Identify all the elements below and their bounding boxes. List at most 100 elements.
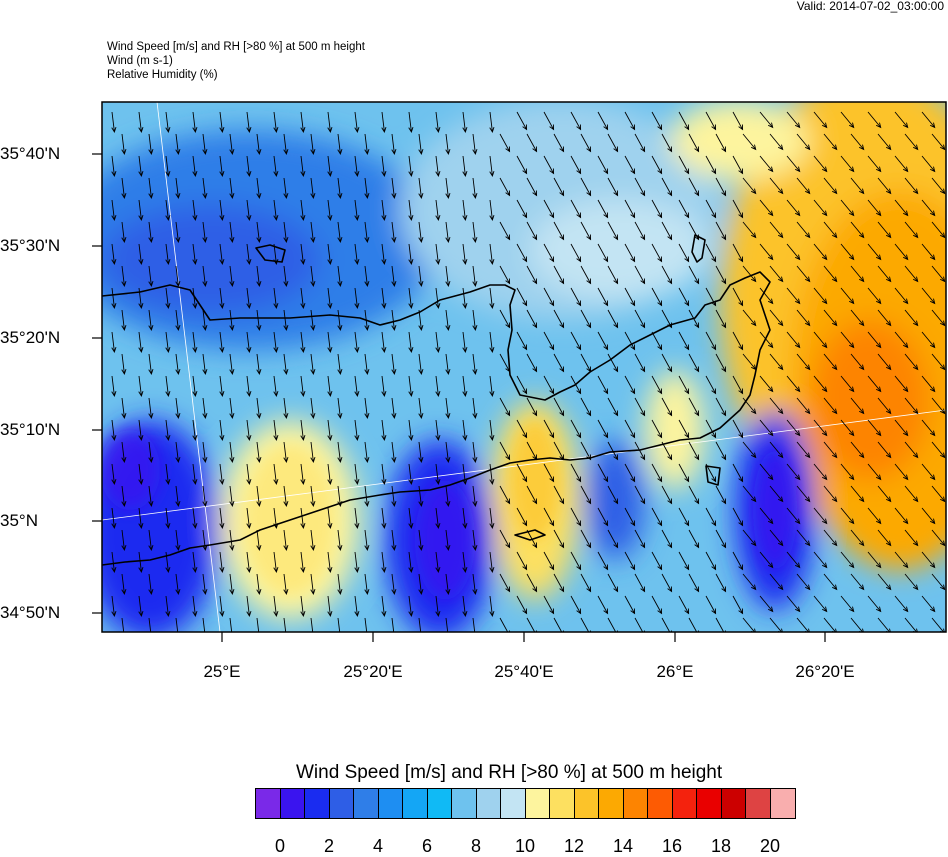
wind-arrow <box>526 353 538 373</box>
wind-arrow <box>651 287 663 307</box>
wind-arrow <box>148 309 154 331</box>
wind-arrow <box>148 177 154 199</box>
wind-arrow <box>337 177 343 199</box>
wind-arrow <box>273 243 279 265</box>
wind-arrow <box>796 441 811 459</box>
wind-arrow <box>759 595 774 613</box>
wind-arrow <box>715 265 727 285</box>
wind-arrow <box>283 133 289 155</box>
wind-arrow <box>337 265 343 287</box>
wind-arrow <box>283 221 289 243</box>
wind-arrow <box>354 287 360 309</box>
wind-arrow <box>418 265 424 287</box>
wind-arrow <box>705 111 717 131</box>
wind-arrow <box>327 463 333 485</box>
wind-arrow <box>732 551 744 571</box>
wind-arrow <box>759 111 774 129</box>
wind-arrow <box>651 199 663 219</box>
wind-arrow <box>489 243 495 265</box>
wind-arrow <box>111 463 117 485</box>
wind-arrow <box>931 177 946 195</box>
wind-arrow <box>543 331 555 351</box>
wind-arrow <box>175 529 181 551</box>
wind-arrow <box>391 617 395 632</box>
wind-arrow <box>850 441 865 459</box>
wind-arrow <box>121 177 127 199</box>
wind-arrow <box>381 595 387 617</box>
wind-arrow <box>661 573 673 593</box>
wind-arrow <box>759 375 774 393</box>
wind-arrow <box>580 177 592 197</box>
colorbar-label: 8 <box>470 836 482 856</box>
wind-arrow <box>165 155 171 177</box>
wind-arrow <box>570 111 582 131</box>
wind-arrow <box>661 485 673 505</box>
wind-arrow <box>256 485 262 507</box>
wind-arrow <box>867 463 882 481</box>
wind-arrow <box>931 221 946 239</box>
wind-arrow <box>796 309 811 327</box>
wind-arrow <box>516 507 528 527</box>
field-sw-core <box>102 430 160 510</box>
wind-arrow <box>148 441 154 463</box>
wind-arrow <box>553 441 565 461</box>
wind-arrow <box>435 507 441 529</box>
wind-arrow <box>327 507 333 529</box>
wind-vectors <box>111 111 946 632</box>
wind-arrow <box>408 287 414 309</box>
wind-arrow <box>823 265 838 283</box>
wind-arrow <box>705 463 717 483</box>
wind-arrow <box>462 199 468 221</box>
wind-arrow <box>202 133 208 155</box>
wind-arrow <box>283 177 289 199</box>
wind-arrow <box>364 573 370 595</box>
wind-arrow <box>354 155 360 177</box>
wind-arrow <box>408 463 414 485</box>
wind-arrow <box>607 265 619 285</box>
wind-arrow <box>894 595 909 613</box>
colorbar-box <box>721 789 746 818</box>
wind-arrow <box>624 155 636 175</box>
wind-arrow <box>472 221 478 243</box>
wind-arrow <box>597 595 609 615</box>
wind-arrow <box>786 507 801 525</box>
wind-arrow <box>337 353 343 375</box>
wind-arrow <box>499 441 511 461</box>
wind-arrow <box>219 463 225 485</box>
wind-arrow <box>553 617 564 632</box>
wind-arrow <box>634 309 646 329</box>
wind-arrow <box>381 507 387 529</box>
wind-arrow <box>516 155 528 175</box>
wind-arrow <box>364 529 370 551</box>
wind-arrow <box>229 529 235 551</box>
wind-arrow <box>121 353 127 375</box>
wind-arrow <box>759 463 774 481</box>
wind-arrow <box>607 485 619 505</box>
wind-arrow <box>769 441 784 459</box>
wind-arrow <box>732 199 744 219</box>
wind-arrow <box>391 485 397 507</box>
wind-arrow <box>634 441 646 461</box>
wind-arrow <box>904 397 919 415</box>
wind-arrow <box>732 243 744 263</box>
wind-arrow <box>597 331 609 351</box>
wind-arrow <box>688 133 700 153</box>
wind-arrow <box>543 243 555 263</box>
wind-arrow <box>256 265 262 287</box>
wind-arrow <box>813 507 828 525</box>
wind-arrow <box>769 265 784 283</box>
wind-arrow <box>273 551 279 573</box>
wind-arrow <box>840 199 855 217</box>
wind-arrow <box>678 199 690 219</box>
wind-arrow <box>850 485 865 503</box>
wind-arrow <box>516 111 528 131</box>
colorbar-box <box>501 789 526 818</box>
wind-arrow <box>138 243 144 265</box>
wind-arrow <box>391 397 397 419</box>
wind-arrow <box>381 463 387 485</box>
wind-arrow <box>823 221 838 239</box>
wind-arrow <box>435 287 441 309</box>
wind-arrow <box>310 133 316 155</box>
wind-arrow <box>769 573 784 591</box>
wind-arrow <box>472 617 476 632</box>
